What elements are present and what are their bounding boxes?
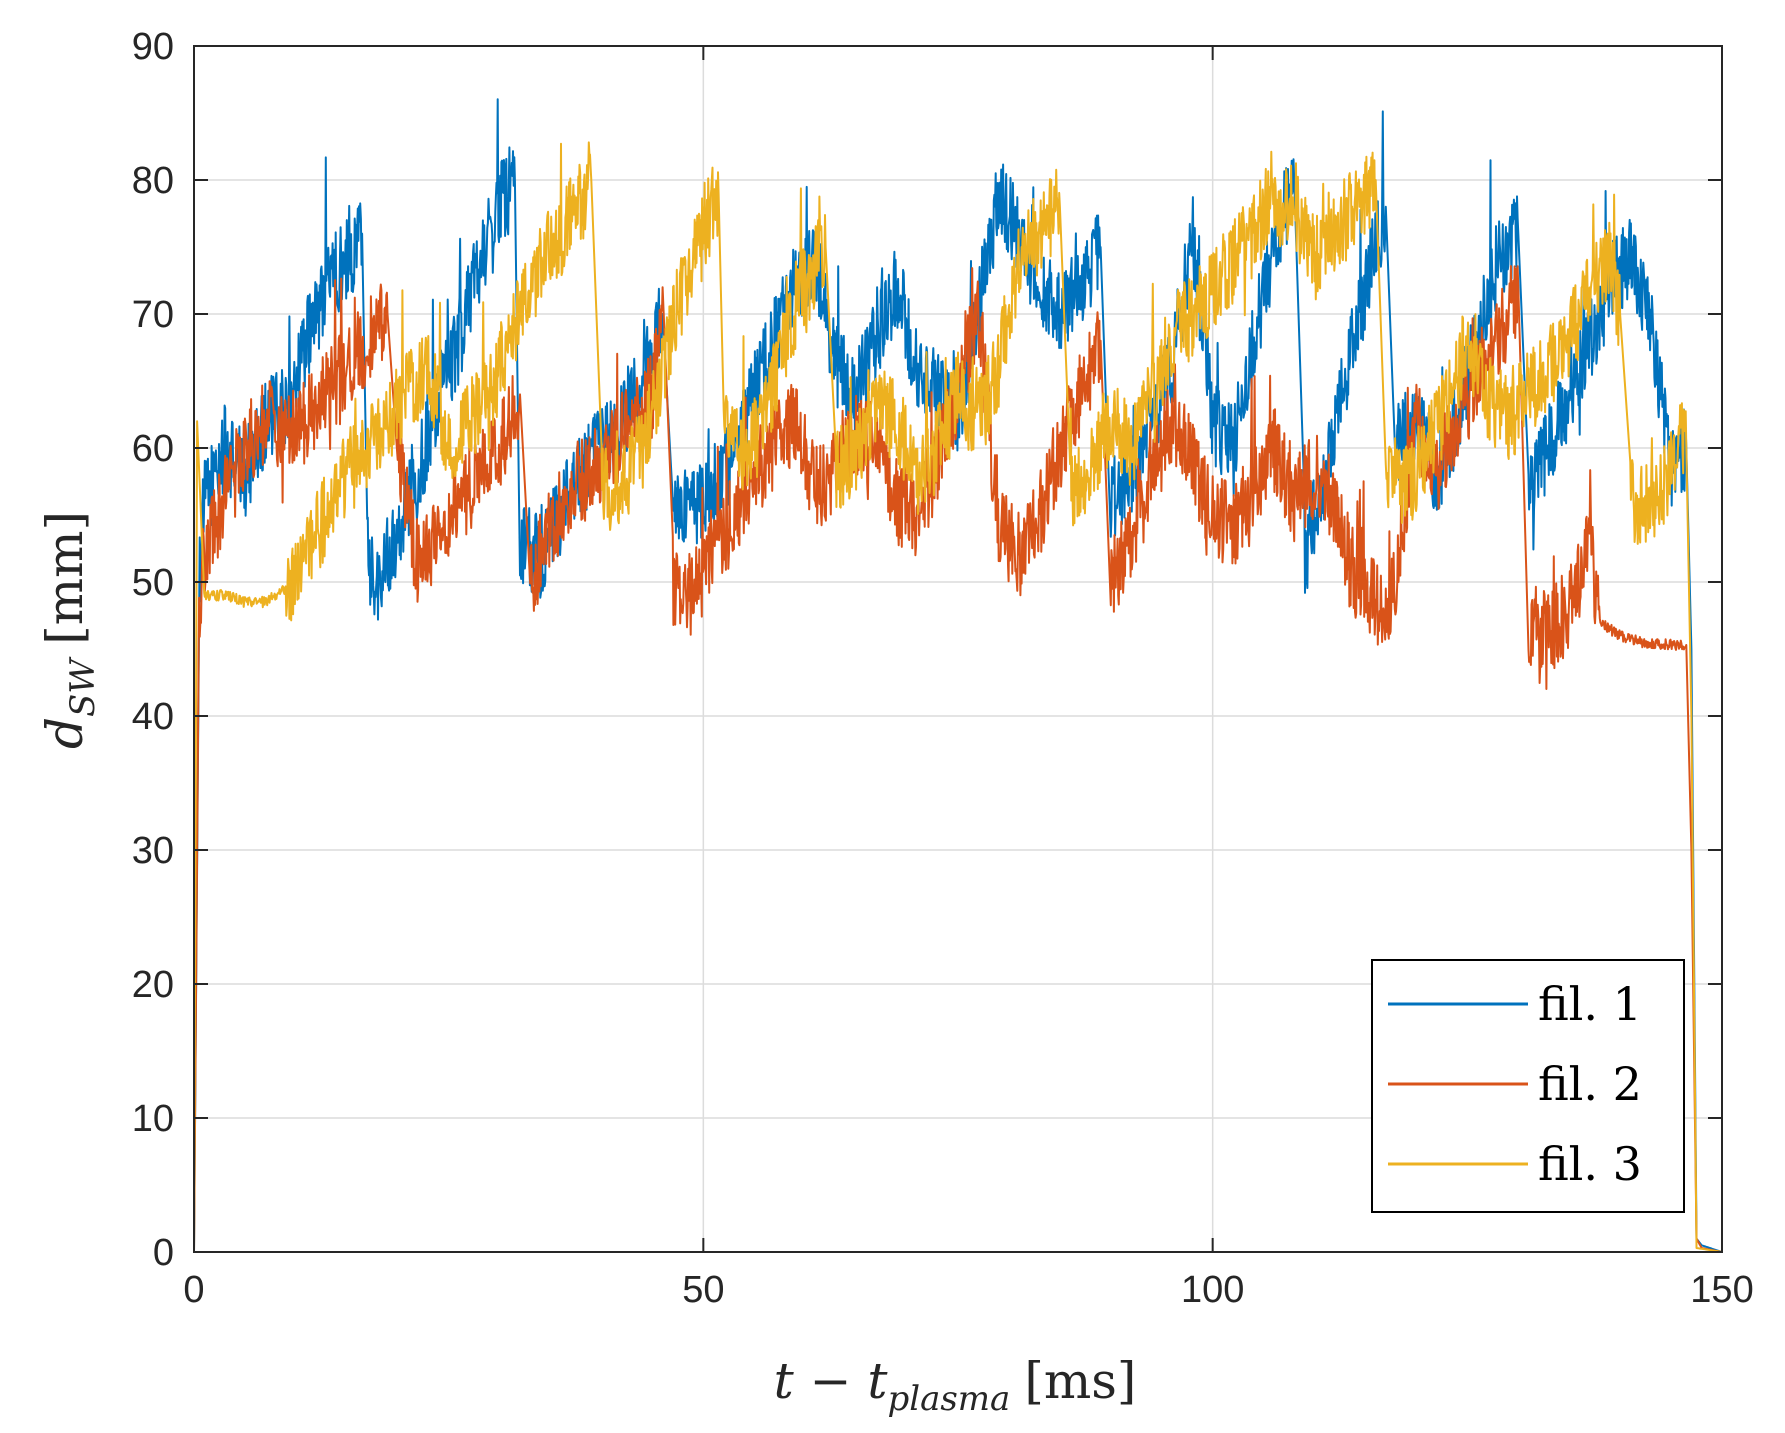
x-tick-label: 50: [682, 1269, 724, 1311]
x-tick-label: 150: [1690, 1269, 1753, 1311]
plot-frame: [193, 45, 1723, 1253]
x-tick-label: 0: [183, 1269, 204, 1311]
x-tick-label: 100: [1181, 1269, 1244, 1311]
y-tick-label: 90: [132, 26, 174, 68]
x-axis-title: t − tplasma [ms]: [774, 1352, 1137, 1419]
y-tick-label: 40: [132, 696, 174, 738]
y-tick-label: 30: [132, 830, 174, 872]
legend-label-fil-3: fil. 3: [1538, 1137, 1642, 1191]
legend-item-fil-1: fil. 1: [1388, 977, 1642, 1031]
y-tick-label: 60: [132, 428, 174, 470]
legend-item-fil-3: fil. 3: [1388, 1137, 1642, 1191]
y-tick-label: 20: [132, 964, 174, 1006]
y-tick-label: 10: [132, 1098, 174, 1140]
legend-box: [1371, 959, 1685, 1213]
series-line-fil-3: [194, 141, 1722, 1253]
y-tick-label: 50: [132, 562, 174, 604]
y-tick-label: 80: [132, 160, 174, 202]
ticks: 0 50 100 150 0 10 20 30 40 50 60 70 80 90: [132, 26, 1754, 1311]
y-tick-label: 70: [132, 294, 174, 336]
legend-label-fil-2: fil. 2: [1538, 1057, 1642, 1111]
legend-label-fil-1: fil. 1: [1538, 977, 1642, 1031]
legend: fil. 1 fil. 2 fil. 3: [1371, 959, 1685, 1213]
series-group: [194, 98, 1722, 1253]
y-axis-title: dSW[mm]: [36, 511, 103, 749]
y-tick-label: 0: [153, 1232, 174, 1274]
legend-item-fil-2: fil. 2: [1388, 1057, 1642, 1111]
